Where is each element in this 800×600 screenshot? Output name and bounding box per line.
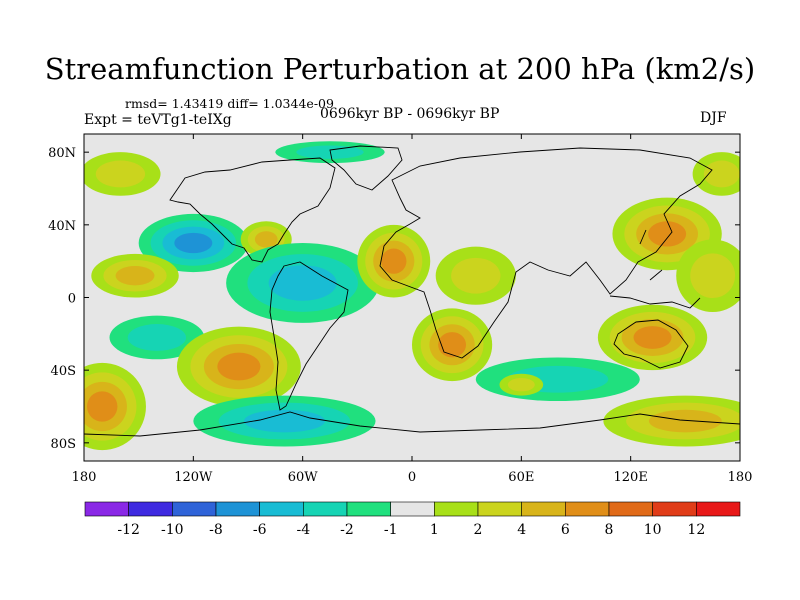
x-tick-label: 60W [288,470,319,485]
colorbar-label: 4 [517,522,526,538]
x-tick-label: 120W [174,470,213,485]
field-contour-ring [703,160,740,188]
colorbar-swatch [128,501,173,517]
field-anomaly [435,246,516,305]
field-anomaly [357,224,431,298]
colorbar-swatch [434,501,479,517]
field-contour-ring [507,377,535,392]
axis-ticks: 180 120W 60W 0 60E 120E 180 80N 40N 0 40S 80S [48,134,752,485]
field-contour-ring [451,257,501,294]
field-contour-ring [254,231,278,248]
coastline-south-america [269,261,349,411]
field-anomaly [597,304,708,371]
field-contour-ring [243,409,325,433]
field-contour-ring [174,232,213,254]
field-contour-ring [127,324,187,351]
x-tick-label: 60E [508,470,534,485]
coastline-greenland [329,145,403,191]
colorbar-label: 2 [474,522,483,538]
colorbar-swatch [215,501,260,517]
field-contour-ring [438,332,467,358]
colorbar-label: -12 [117,522,140,538]
field-anomaly [475,357,640,402]
colorbar-swatch [172,501,217,517]
y-tick-label: 80S [51,437,76,452]
field-anomaly [612,197,722,271]
coastline-north-america [169,157,336,263]
y-tick-label: 80N [48,146,76,161]
colorbar-label: -10 [161,522,184,538]
x-tick-label: 180 [728,470,753,485]
field-anomaly [91,253,179,298]
coastline-layer [84,145,740,437]
colorbar-swatch [346,501,391,517]
field-anomaly [676,239,740,313]
y-tick-label: 40S [51,364,76,379]
coastline-eurasia-africa [379,147,713,359]
colorbar-swatch [565,501,610,517]
field-contour-ring [268,265,337,301]
field-anomaly [692,152,740,196]
colorbar-swatch [608,501,653,517]
y-tick-label: 40N [48,219,76,234]
period-label: 0696kyr BP - 0696kyr BP [320,106,500,122]
x-tick-label: 180 [72,470,97,485]
coastline-australia [613,319,689,369]
colorbar-swatch [652,501,697,517]
field-anomaly [84,152,161,196]
field-contour-ring [648,409,722,433]
colorbar-label: -2 [340,522,354,538]
colorbar-swatch [390,501,435,517]
field-contour-ring [690,253,736,299]
colorbar-label: 12 [687,522,705,538]
field-anomaly [109,315,205,360]
field-contour-ring [633,326,672,349]
colorbar-swatch [477,501,522,517]
experiment-label: Expt = teVTg1-teIXg [84,112,232,128]
field-layer [84,141,740,451]
colorbar-label: -8 [209,522,223,538]
colorbar-swatch [521,501,566,517]
colorbar-swatch [84,501,129,517]
colorbar-label: 1 [430,522,439,538]
field-anomaly [412,308,493,382]
field-contour-ring [381,248,407,274]
field-anomaly [499,373,544,396]
coastline-antarctica [84,411,740,437]
field-contour-ring [87,391,118,422]
colorbar-label: 8 [605,522,614,538]
colorbar-label: 10 [644,522,662,538]
field-contour-ring [217,352,261,381]
colorbar-swatch [303,501,348,517]
field-anomaly [176,326,301,407]
coastline-southeast-asia [609,229,701,309]
field-contour-ring [95,160,146,188]
field-anomaly [226,243,380,323]
field-anomaly [138,213,248,273]
y-tick-label: 0 [68,292,76,307]
field-contour-ring [115,266,155,286]
colorbar-label: -6 [253,522,267,538]
colorbar-swatch [259,501,304,517]
field-anomaly [603,395,740,447]
x-tick-label: 0 [408,470,416,485]
field-anomaly [193,395,376,447]
colorbar-swatch [696,501,741,517]
colorbar-label: -4 [297,522,311,538]
chart-title: Streamfunction Perturbation at 200 hPa (… [44,52,756,86]
colorbar-label: 6 [561,522,570,538]
x-tick-label: 120E [614,470,648,485]
field-anomaly [84,362,146,451]
field-contour-ring [648,221,687,247]
season-label: DJF [700,110,727,126]
colorbar-label: -1 [384,522,398,538]
colorbar: -12 -10 -8 -6 -4 -2 -1 1 2 4 6 8 10 12 [84,501,741,538]
stats-label: rmsd= 1.43419 diff= 1.0344e-09 [125,96,334,111]
